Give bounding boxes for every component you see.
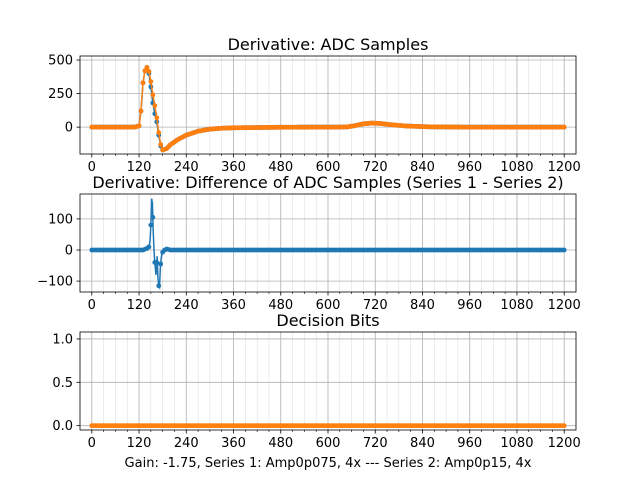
data-point-s2 [150,92,156,98]
y-tick-label: 0 [65,121,73,136]
x-tick-label: 840 [410,436,435,451]
x-tick-label: 240 [174,298,199,313]
panel-title: Derivative: Difference of ADC Samples (S… [92,173,563,192]
panel-adc-samples: 0 120 240 360 480 600 720 840 960 1080 1200 0 250 500… [48,35,581,175]
y-tick-label: −100 [37,275,73,290]
data-point-diff [148,222,154,228]
x-tick-label: 1200 [548,298,581,313]
axes-frame [79,193,577,293]
plot-area [89,423,567,429]
x-tick-label: 840 [410,298,435,313]
data-point-s2 [154,115,160,121]
data-point-bits [561,423,567,429]
data-point-s2 [158,142,164,148]
axes-frame [79,331,577,431]
data-point-diff [154,260,160,265]
axes-frame [79,55,577,155]
data-point-diff [158,261,164,267]
x-tick-label: 0 [88,160,96,175]
x-tick-label: 0 [88,436,96,451]
panel-title: Decision Bits [276,311,379,330]
data-point-s2 [152,103,158,109]
x-tick-label: 240 [174,160,199,175]
data-point-s2 [156,130,162,135]
data-point-s2 [136,123,142,129]
x-tick-label: 480 [268,160,293,175]
x-tick-label: 480 [268,298,293,313]
y-tick-label: 250 [48,87,73,102]
panel-decision-bits: 0 120 240 360 480 600 720 840 960 1080 1200 0.0 0.5 1… [52,311,580,451]
data-point-s2 [148,79,154,84]
x-tick-label: 1080 [500,160,533,175]
panel-difference: 0 120 240 360 480 600 720 840 960 1080 1200 −100 0 10… [37,173,580,313]
y-tick-label: 0.0 [52,419,73,434]
plot-area [89,65,567,153]
x-tick-label: 960 [457,436,482,451]
x-tick-label: 600 [316,298,341,313]
x-tick-label: 720 [363,436,388,451]
x-tick-label: 480 [268,436,293,451]
plot-area [89,198,567,291]
figure-x-axis-label: Gain: -1.75, Series 1: Amp0p075, 4x --- … [125,456,532,471]
data-point-s2 [138,108,144,114]
data-point-diff [561,247,567,253]
x-tick-label: 960 [457,298,482,313]
x-tick-label: 1080 [500,298,533,313]
x-tick-label: 240 [174,436,199,451]
x-tick-label: 1200 [548,436,581,451]
data-point-s2 [144,65,150,70]
x-tick-label: 960 [457,160,482,175]
y-tick-label: 500 [48,54,73,69]
y-tick-label: 1.0 [52,332,73,347]
y-tick-label: 0 [65,244,73,259]
y-tick-label: 100 [48,212,73,227]
x-tick-label: 720 [363,160,388,175]
data-point-diff [150,214,156,220]
x-tick-label: 600 [316,160,341,175]
x-tick-label: 120 [127,436,152,451]
x-tick-label: 360 [221,436,246,451]
data-point-s2 [561,124,567,130]
data-point-diff [146,244,152,250]
x-tick-label: 120 [127,160,152,175]
data-point-diff [156,283,162,289]
x-tick-label: 360 [221,160,246,175]
x-tick-label: 720 [363,298,388,313]
x-tick-label: 1200 [548,160,581,175]
y-tick-label: 0.5 [52,376,73,391]
x-tick-label: 120 [127,298,152,313]
x-tick-label: 0 [88,298,96,313]
panel-title: Derivative: ADC Samples [228,35,429,54]
data-point-s2 [146,69,152,74]
x-tick-label: 840 [410,160,435,175]
x-tick-label: 600 [316,436,341,451]
data-point-s2 [140,80,146,86]
x-tick-label: 360 [221,298,246,313]
x-tick-label: 1080 [500,436,533,451]
